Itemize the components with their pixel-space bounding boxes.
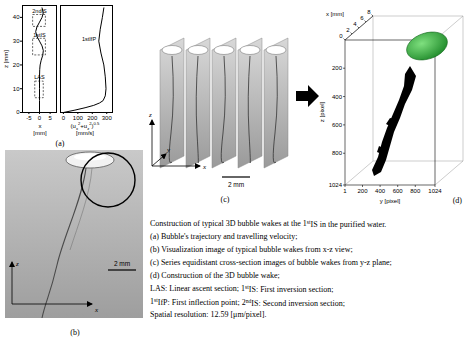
- svg-text:800: 800: [410, 188, 421, 194]
- svg-text:-5: -5: [26, 115, 32, 121]
- svg-text:(b) Visualization image of typ: (b) Visualization image of typical bubbl…: [150, 245, 353, 254]
- svg-text:2ndIS: 2ndIS: [32, 8, 47, 14]
- svg-text:20: 20: [13, 62, 20, 68]
- svg-text:2 mm: 2 mm: [228, 181, 244, 188]
- svg-text:(b): (b): [70, 328, 80, 337]
- svg-text:1024: 1024: [428, 188, 442, 194]
- svg-text:600: 600: [393, 188, 404, 194]
- html-text:(ux: (ux: [70, 123, 78, 132]
- svg-text:y [pixel]: y [pixel]: [380, 198, 401, 204]
- svg-text:30: 30: [13, 38, 20, 44]
- html-text:[mm/s]: [mm/s]: [76, 130, 94, 136]
- html-text:2)0.5: 2)0.5: [89, 121, 100, 129]
- svg-text:8: 8: [367, 9, 371, 15]
- svg-text:Spatial resolution: 12.59 [μm/: Spatial resolution: 12.59 [μm/pixel].: [150, 310, 267, 319]
- svg-text:40: 40: [13, 14, 20, 20]
- svg-text:1024: 1024: [329, 182, 343, 188]
- svg-text:200: 200: [332, 65, 343, 71]
- svg-text:LAS: LAS: [34, 74, 45, 80]
- svg-text:1stIfP: First inflection point: 1stIfP: First inflection point; 2ndIS: S…: [150, 297, 345, 308]
- html-text:[mm]: [mm]: [33, 130, 47, 136]
- svg-text:6: 6: [360, 15, 364, 21]
- svg-text:z [pixel]: z [pixel]: [319, 101, 325, 122]
- svg-text:300: 300: [102, 115, 113, 121]
- svg-text:200: 200: [87, 115, 98, 121]
- svg-text:400: 400: [375, 188, 386, 194]
- svg-text:(c): (c): [221, 195, 230, 204]
- svg-text:(d) Construction of the 3D bub: (d) Construction of the 3D bubble wake;: [150, 271, 280, 280]
- svg-text:Construction of typical 3D bub: Construction of typical 3D bubble wakes …: [150, 219, 386, 229]
- svg-text:200: 200: [357, 188, 368, 194]
- svg-text:y: y: [166, 146, 171, 154]
- svg-text:1stIfP: 1stIfP: [82, 36, 96, 42]
- svg-text:(c) Series equidistant cross-s: (c) Series equidistant cross-section ima…: [150, 258, 392, 267]
- svg-text:0: 0: [62, 115, 66, 121]
- svg-text:0: 0: [339, 33, 343, 39]
- svg-text:0: 0: [16, 109, 20, 115]
- svg-text:x [mm]: x [mm]: [326, 11, 344, 17]
- svg-text:400: 400: [332, 94, 343, 100]
- svg-text:z: z: [148, 111, 152, 119]
- svg-text:(d): (d): [453, 196, 463, 205]
- svg-text:5: 5: [48, 115, 52, 121]
- svg-text:100: 100: [73, 115, 84, 121]
- svg-text:(a): (a): [56, 139, 65, 148]
- html-text:x: x: [38, 123, 42, 129]
- svg-text:LAS: Linear ascent section; 1s: LAS: Linear ascent section; 1stIS: First…: [150, 284, 334, 294]
- svg-text:z [mm]: z [mm]: [3, 50, 9, 68]
- svg-text:x: x: [202, 163, 207, 171]
- svg-text:z: z: [15, 260, 19, 268]
- svg-text:1: 1: [343, 188, 347, 194]
- svg-text:2: 2: [346, 27, 350, 33]
- svg-text:800: 800: [332, 150, 343, 156]
- svg-text:10: 10: [13, 86, 20, 92]
- svg-text:x: x: [94, 306, 99, 314]
- html-text:2+uz: 2+uz: [78, 121, 90, 132]
- svg-text:(a) Bubble's trajectory and tr: (a) Bubble's trajectory and travelling v…: [150, 232, 297, 241]
- svg-text:1stIS: 1stIS: [33, 32, 46, 38]
- svg-text:4: 4: [353, 21, 357, 27]
- svg-text:0: 0: [38, 115, 42, 121]
- svg-text:600: 600: [332, 122, 343, 128]
- svg-text:2 mm: 2 mm: [114, 260, 130, 267]
